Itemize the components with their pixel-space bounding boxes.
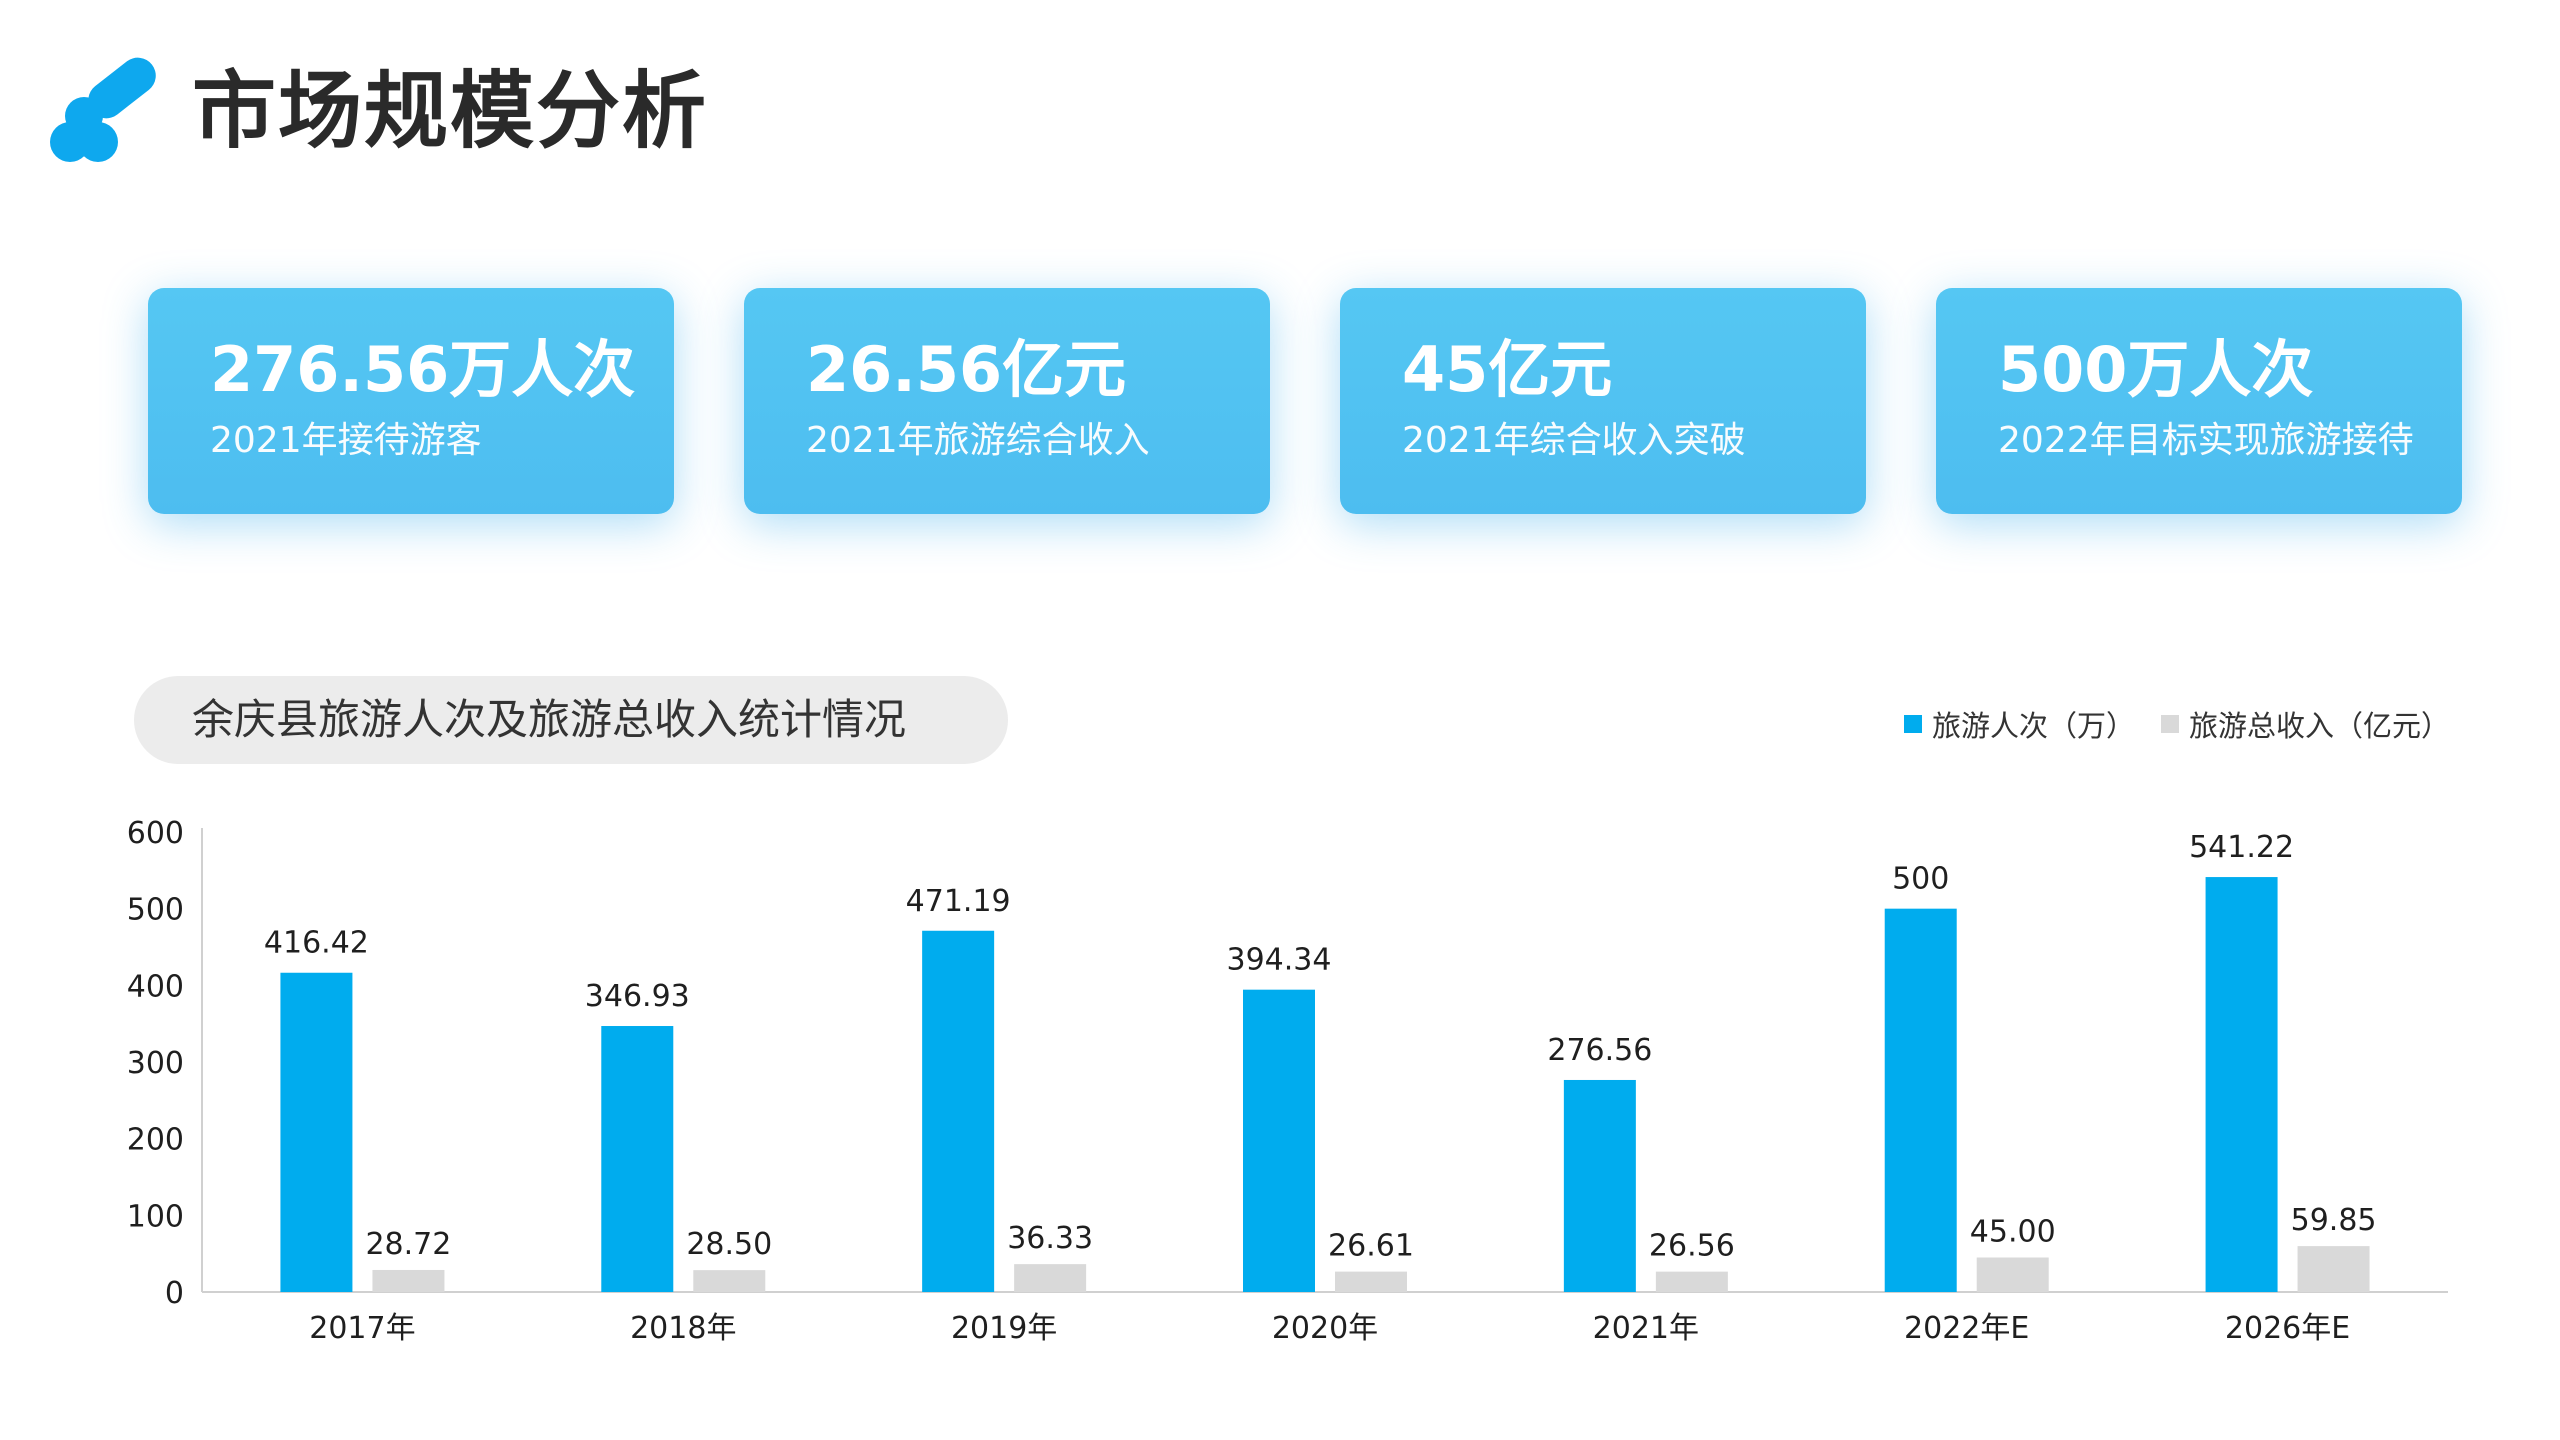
x-tick-label: 2019年 (951, 1311, 1057, 1346)
logo-icon (50, 57, 156, 162)
kpi-value: 26.56亿元 (806, 333, 1127, 406)
kpi-card-visitors-2021: 276.56万人次 2021年接待游客 (148, 288, 674, 514)
bar-visitors (1563, 1079, 1636, 1292)
y-tick-label: 300 (127, 1046, 184, 1081)
x-tick-label: 2021年 (1593, 1311, 1699, 1346)
bar-visitors (1243, 989, 1315, 1292)
y-tick-label: 100 (127, 1199, 184, 1234)
data-label-revenue: 36.33 (1007, 1221, 1093, 1256)
bar-revenue (1014, 1264, 1087, 1292)
data-label-revenue: 59.85 (2291, 1203, 2377, 1238)
bar-revenue (372, 1269, 445, 1292)
data-label-revenue: 26.56 (1649, 1229, 1735, 1264)
data-label-revenue: 26.61 (1328, 1229, 1414, 1264)
y-tick-label: 0 (165, 1276, 184, 1311)
bar-visitors (601, 1026, 674, 1292)
kpi-label: 2021年接待游客 (210, 420, 482, 461)
x-tick-label: 2017年 (309, 1311, 415, 1346)
bar-visitors (280, 972, 353, 1292)
data-label-revenue: 28.50 (686, 1227, 772, 1262)
page-title: 市场规模分析 (192, 62, 709, 160)
data-label-visitors: 394.34 (1227, 943, 1332, 978)
y-tick-label: 200 (127, 1123, 184, 1158)
data-label-visitors: 346.93 (585, 979, 690, 1014)
y-tick-label: 500 (127, 893, 184, 928)
data-label-visitors: 471.19 (906, 884, 1011, 919)
kpi-label: 2021年旅游综合收入 (806, 420, 1150, 461)
kpi-label: 2021年综合收入突破 (1402, 420, 1746, 461)
bar-revenue (1655, 1271, 1728, 1292)
data-label-revenue: 28.72 (365, 1227, 451, 1262)
legend-item-visitors: 旅游人次（万） (1903, 703, 2135, 745)
x-tick-label: 2020年 (1272, 1311, 1378, 1346)
legend-swatch-visitors (1903, 715, 1922, 733)
data-label-visitors: 500 (1892, 862, 1949, 897)
chart-legend: 旅游人次（万） 旅游总收入（亿元） (1878, 704, 2450, 744)
kpi-value: 276.56万人次 (210, 333, 636, 406)
chart-title: 余庆县旅游人次及旅游总收入统计情况 (134, 676, 1008, 764)
y-tick-label: 400 (127, 969, 184, 1004)
legend-label-visitors: 旅游人次（万） (1931, 709, 2135, 743)
kpi-label: 2022年目标实现旅游接待 (1998, 420, 2414, 461)
legend-label-revenue: 旅游总收入（亿元） (2188, 709, 2450, 743)
bar-chart: 0 100 200 300 400 500 600 416.42 28.72 2017年 346.9… (127, 816, 2448, 1346)
x-tick-label: 2022年E (1904, 1311, 2029, 1346)
kpi-card-revenue-breakthrough: 45亿元 2021年综合收入突破 (1340, 288, 1866, 514)
bar-revenue (1335, 1271, 1407, 1292)
legend-swatch-revenue (2160, 715, 2179, 733)
kpi-value: 45亿元 (1402, 333, 1613, 406)
bar-visitors (922, 930, 995, 1292)
data-label-visitors: 416.42 (264, 926, 369, 961)
bar-visitors (2205, 877, 2278, 1292)
kpi-card-visitor-target-2022: 500万人次 2022年目标实现旅游接待 (1936, 288, 2462, 514)
bar-visitors (1884, 908, 1957, 1292)
data-label-visitors: 541.22 (2189, 830, 2294, 865)
y-tick-label: 600 (127, 816, 184, 851)
bar-revenue (693, 1270, 766, 1292)
bar-revenue (1976, 1257, 2049, 1292)
x-tick-label: 2018年 (630, 1311, 736, 1346)
data-label-visitors: 276.56 (1547, 1033, 1652, 1068)
legend-item-revenue: 旅游总收入（亿元） (2160, 703, 2450, 745)
kpi-value: 500万人次 (1998, 333, 2314, 406)
kpi-card-revenue-2021: 26.56亿元 2021年旅游综合收入 (744, 288, 1270, 514)
bar-revenue (2297, 1246, 2370, 1292)
data-label-revenue: 45.00 (1970, 1215, 2056, 1250)
x-tick-label: 2026年E (2225, 1311, 2350, 1346)
